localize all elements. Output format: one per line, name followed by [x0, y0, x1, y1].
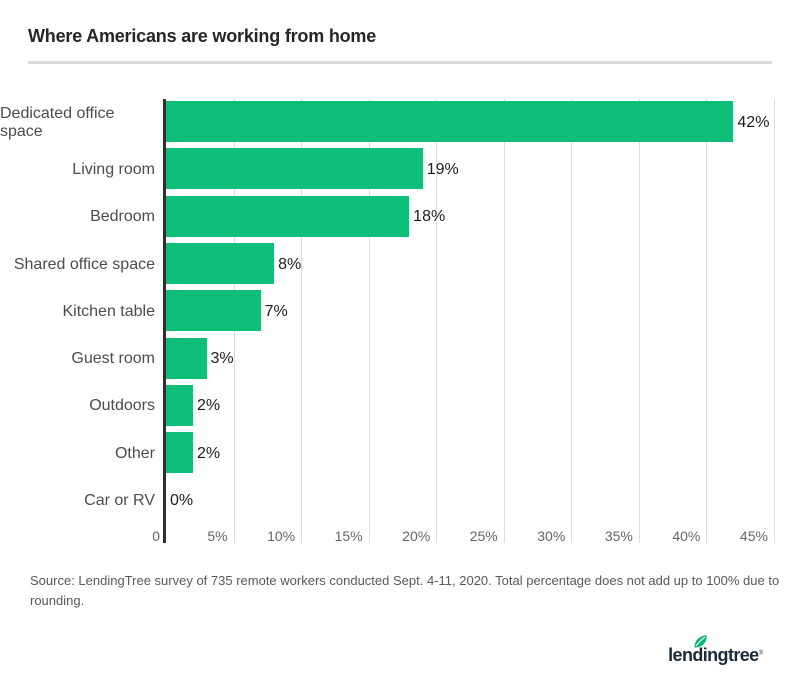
category-label: Shared office space [13, 255, 155, 273]
category-label: Living room [72, 160, 155, 178]
bar-row: Living room 19% [0, 146, 800, 193]
title-divider [28, 61, 772, 64]
x-tick-label: 40% [672, 528, 701, 544]
gridline [773, 99, 775, 543]
value-label: 8% [278, 255, 302, 273]
gridline [571, 99, 573, 543]
bar [166, 290, 261, 332]
gridline [638, 99, 640, 543]
x-tick-label: 45% [739, 528, 768, 544]
value-label: 19% [426, 160, 459, 178]
value-label: 42% [737, 113, 770, 131]
category-label: Guest room [71, 350, 155, 368]
chart-title: Where Americans are working from home [28, 26, 377, 46]
bar-row: Bedroom 18% [0, 194, 800, 241]
x-tick-label: 20% [402, 528, 431, 544]
bar-row: Dedicated office space 42% [0, 99, 800, 146]
value-label: 7% [264, 302, 288, 320]
bar [166, 148, 423, 190]
gridline [301, 99, 303, 543]
value-label: 2% [197, 397, 221, 415]
bar [166, 384, 194, 426]
leaf-icon [694, 635, 707, 648]
source-note: Source: LendingTree survey of 735 remote… [30, 573, 780, 608]
category-label: Outdoors [89, 397, 155, 415]
x-tick-label: 25% [469, 528, 498, 544]
bar-chart: Dedicated office space 42% Living room 19% B… [0, 99, 800, 559]
bar-row: Car or RV 0% [0, 477, 800, 524]
x-tick-label: 5% [207, 528, 228, 544]
bar-row: Outdoors 2% [0, 383, 800, 430]
x-tick-label: 30% [537, 528, 566, 544]
bar [166, 101, 734, 142]
value-label: 2% [197, 444, 221, 462]
gridline [436, 99, 438, 543]
lendingtree-logo: lendingtree® [668, 635, 763, 669]
value-label: 18% [413, 208, 446, 226]
value-label: 3% [210, 350, 234, 368]
bar [166, 195, 410, 237]
bar [166, 432, 194, 474]
y-axis-line [163, 99, 166, 543]
x-tick-label: 10% [267, 528, 296, 544]
category-label: Dedicated office space [0, 104, 115, 140]
bar-row: Shared office space 8% [0, 241, 800, 288]
x-tick-label: 15% [334, 528, 363, 544]
category-label: Bedroom [90, 208, 155, 226]
gridline [368, 99, 370, 543]
category-label: Kitchen table [62, 302, 155, 320]
logo-trademark: ® [758, 650, 763, 657]
bar [166, 242, 275, 284]
value-label: 0% [170, 492, 194, 510]
gridline [706, 99, 708, 543]
category-label: Car or RV [84, 492, 155, 510]
bar-row: Guest room 3% [0, 336, 800, 383]
bar-row: Kitchen table 7% [0, 288, 800, 335]
category-label: Other [114, 444, 155, 462]
x-tick-label: 35% [604, 528, 633, 544]
bar-row: Other 2% [0, 430, 800, 477]
gridline [503, 99, 505, 543]
bar [166, 337, 207, 379]
logo-text: lendingtree [668, 645, 759, 665]
x-tick-label: 0 [152, 528, 160, 544]
